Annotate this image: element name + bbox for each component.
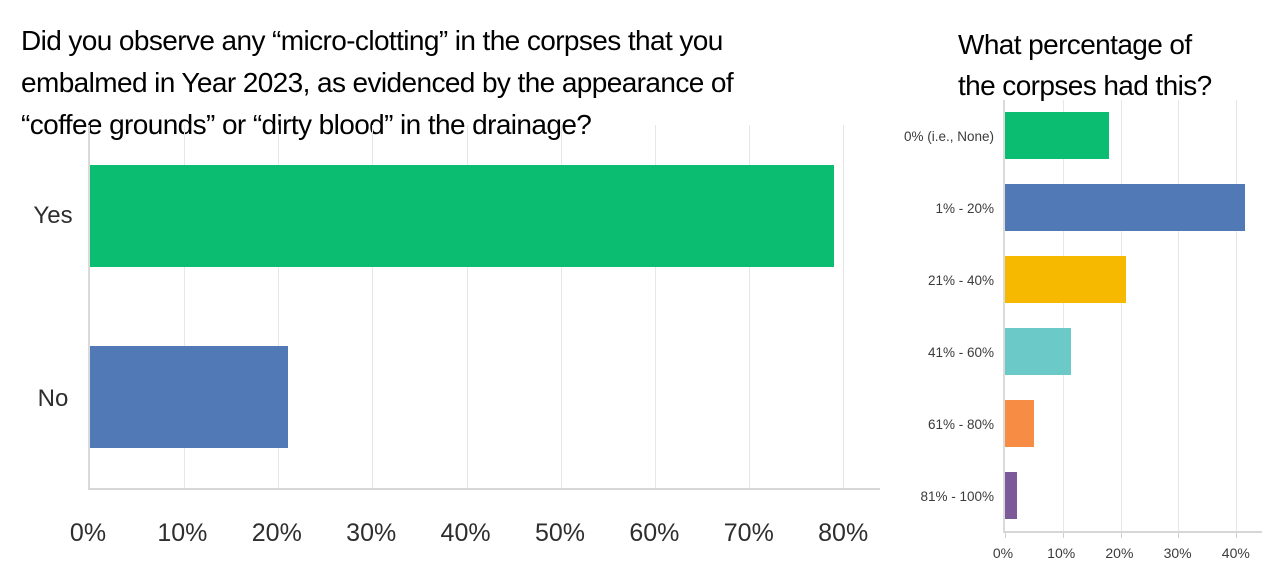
x-tick-label: 60%	[629, 519, 680, 547]
chart-percentage-of-corpses: What percentage of the corpses had this?…	[890, 10, 1270, 570]
plot-area	[1003, 100, 1262, 538]
gridline	[1178, 100, 1180, 531]
bar-81-100	[1005, 471, 1017, 519]
x-tick-label: 40%	[1221, 545, 1250, 561]
plot-area	[88, 125, 880, 490]
category-axis: 0% (i.e., None) 1% - 20% 21% - 40% 41% - 60…	[890, 100, 1003, 533]
x-tick-label: 50%	[534, 519, 586, 547]
chart-body: Yes No	[18, 125, 880, 490]
bar-row	[1005, 459, 1262, 531]
x-tick-label: 80%	[818, 519, 869, 547]
x-tick-label: 20%	[251, 519, 302, 547]
category-label: 21% - 40%	[927, 272, 994, 288]
bar-yes	[90, 164, 834, 267]
chart-title-line: What percentage of	[958, 29, 1192, 60]
gridlines	[90, 125, 880, 488]
axis-tick-mark	[1062, 533, 1064, 538]
bar-21-40	[1005, 256, 1127, 304]
gridline	[1236, 100, 1237, 531]
category-label: 1% - 20%	[935, 200, 994, 216]
chart-title-line: “coffee grounds” or “dirty blood” in the…	[21, 109, 592, 140]
gridline	[843, 125, 845, 488]
chart-title-line: Did you observe any “micro-clotting” in …	[21, 25, 723, 56]
bar-41-60	[1005, 327, 1072, 375]
chart-title-line: embalmed in Year 2023, as evidenced by t…	[21, 67, 734, 98]
bar-row	[90, 307, 880, 489]
gridline	[749, 125, 751, 488]
category-label: Yes	[33, 202, 73, 230]
x-tick-label: 30%	[346, 519, 397, 547]
bar-row	[90, 125, 880, 307]
category-label: 41% - 60%	[927, 345, 994, 361]
gridline	[372, 125, 374, 488]
chart-title: Did you observe any “micro-clotting” in …	[21, 20, 734, 146]
x-axis-ticks: 0% 10% 20% 30% 40% 50% 60% 70% 80%	[70, 519, 880, 551]
gridline	[466, 125, 468, 488]
gridline	[184, 125, 186, 488]
bar-row	[1005, 100, 1262, 172]
x-axis-ticks: 0% 10% 20% 30% 40%	[993, 545, 1262, 565]
x-tick-label: 10%	[1047, 545, 1076, 561]
x-tick-label: 20%	[1105, 545, 1134, 561]
bar-61-80	[1005, 399, 1034, 447]
gridline	[1120, 100, 1122, 531]
chart-body: 0% (i.e., None) 1% - 20% 21% - 40% 41% - 60…	[890, 100, 1262, 538]
x-tick-label: 70%	[723, 519, 774, 547]
x-tick-label: 40%	[440, 519, 491, 547]
bar-no	[90, 346, 288, 449]
bar-row	[1005, 244, 1262, 316]
chart-micro-clotting-question: Did you observe any “micro-clotting” in …	[18, 10, 888, 570]
x-tick-label: 0%	[992, 545, 1014, 561]
gridlines	[1005, 100, 1262, 538]
bar-row	[1005, 315, 1262, 387]
bar-1-20	[1005, 184, 1245, 232]
category-axis: Yes No	[18, 125, 88, 490]
gridline	[560, 125, 562, 488]
bar-rows	[90, 125, 880, 488]
category-label: 61% - 80%	[927, 417, 994, 433]
bar-0-i-e-none	[1005, 112, 1109, 160]
gridline	[1062, 100, 1064, 531]
chart-title-line: the corpses had this?	[958, 70, 1212, 101]
gridline	[278, 125, 280, 488]
chart-title: What percentage of the corpses had this?	[958, 24, 1212, 106]
axis-tick-mark	[1005, 533, 1006, 538]
axis-tick-mark	[1236, 533, 1237, 538]
x-tick-label: 10%	[157, 519, 208, 547]
category-label: No	[37, 384, 69, 412]
axis-tick-mark	[1178, 533, 1180, 538]
axis-tick-mark	[1120, 533, 1122, 538]
bar-rows	[1005, 100, 1262, 531]
gridline	[654, 125, 656, 488]
x-tick-label: 0%	[69, 519, 107, 547]
bar-row	[1005, 172, 1262, 244]
category-label: 0% (i.e., None)	[903, 128, 994, 144]
bar-row	[1005, 387, 1262, 459]
x-tick-label: 30%	[1163, 545, 1192, 561]
category-label: 81% - 100%	[920, 489, 994, 505]
